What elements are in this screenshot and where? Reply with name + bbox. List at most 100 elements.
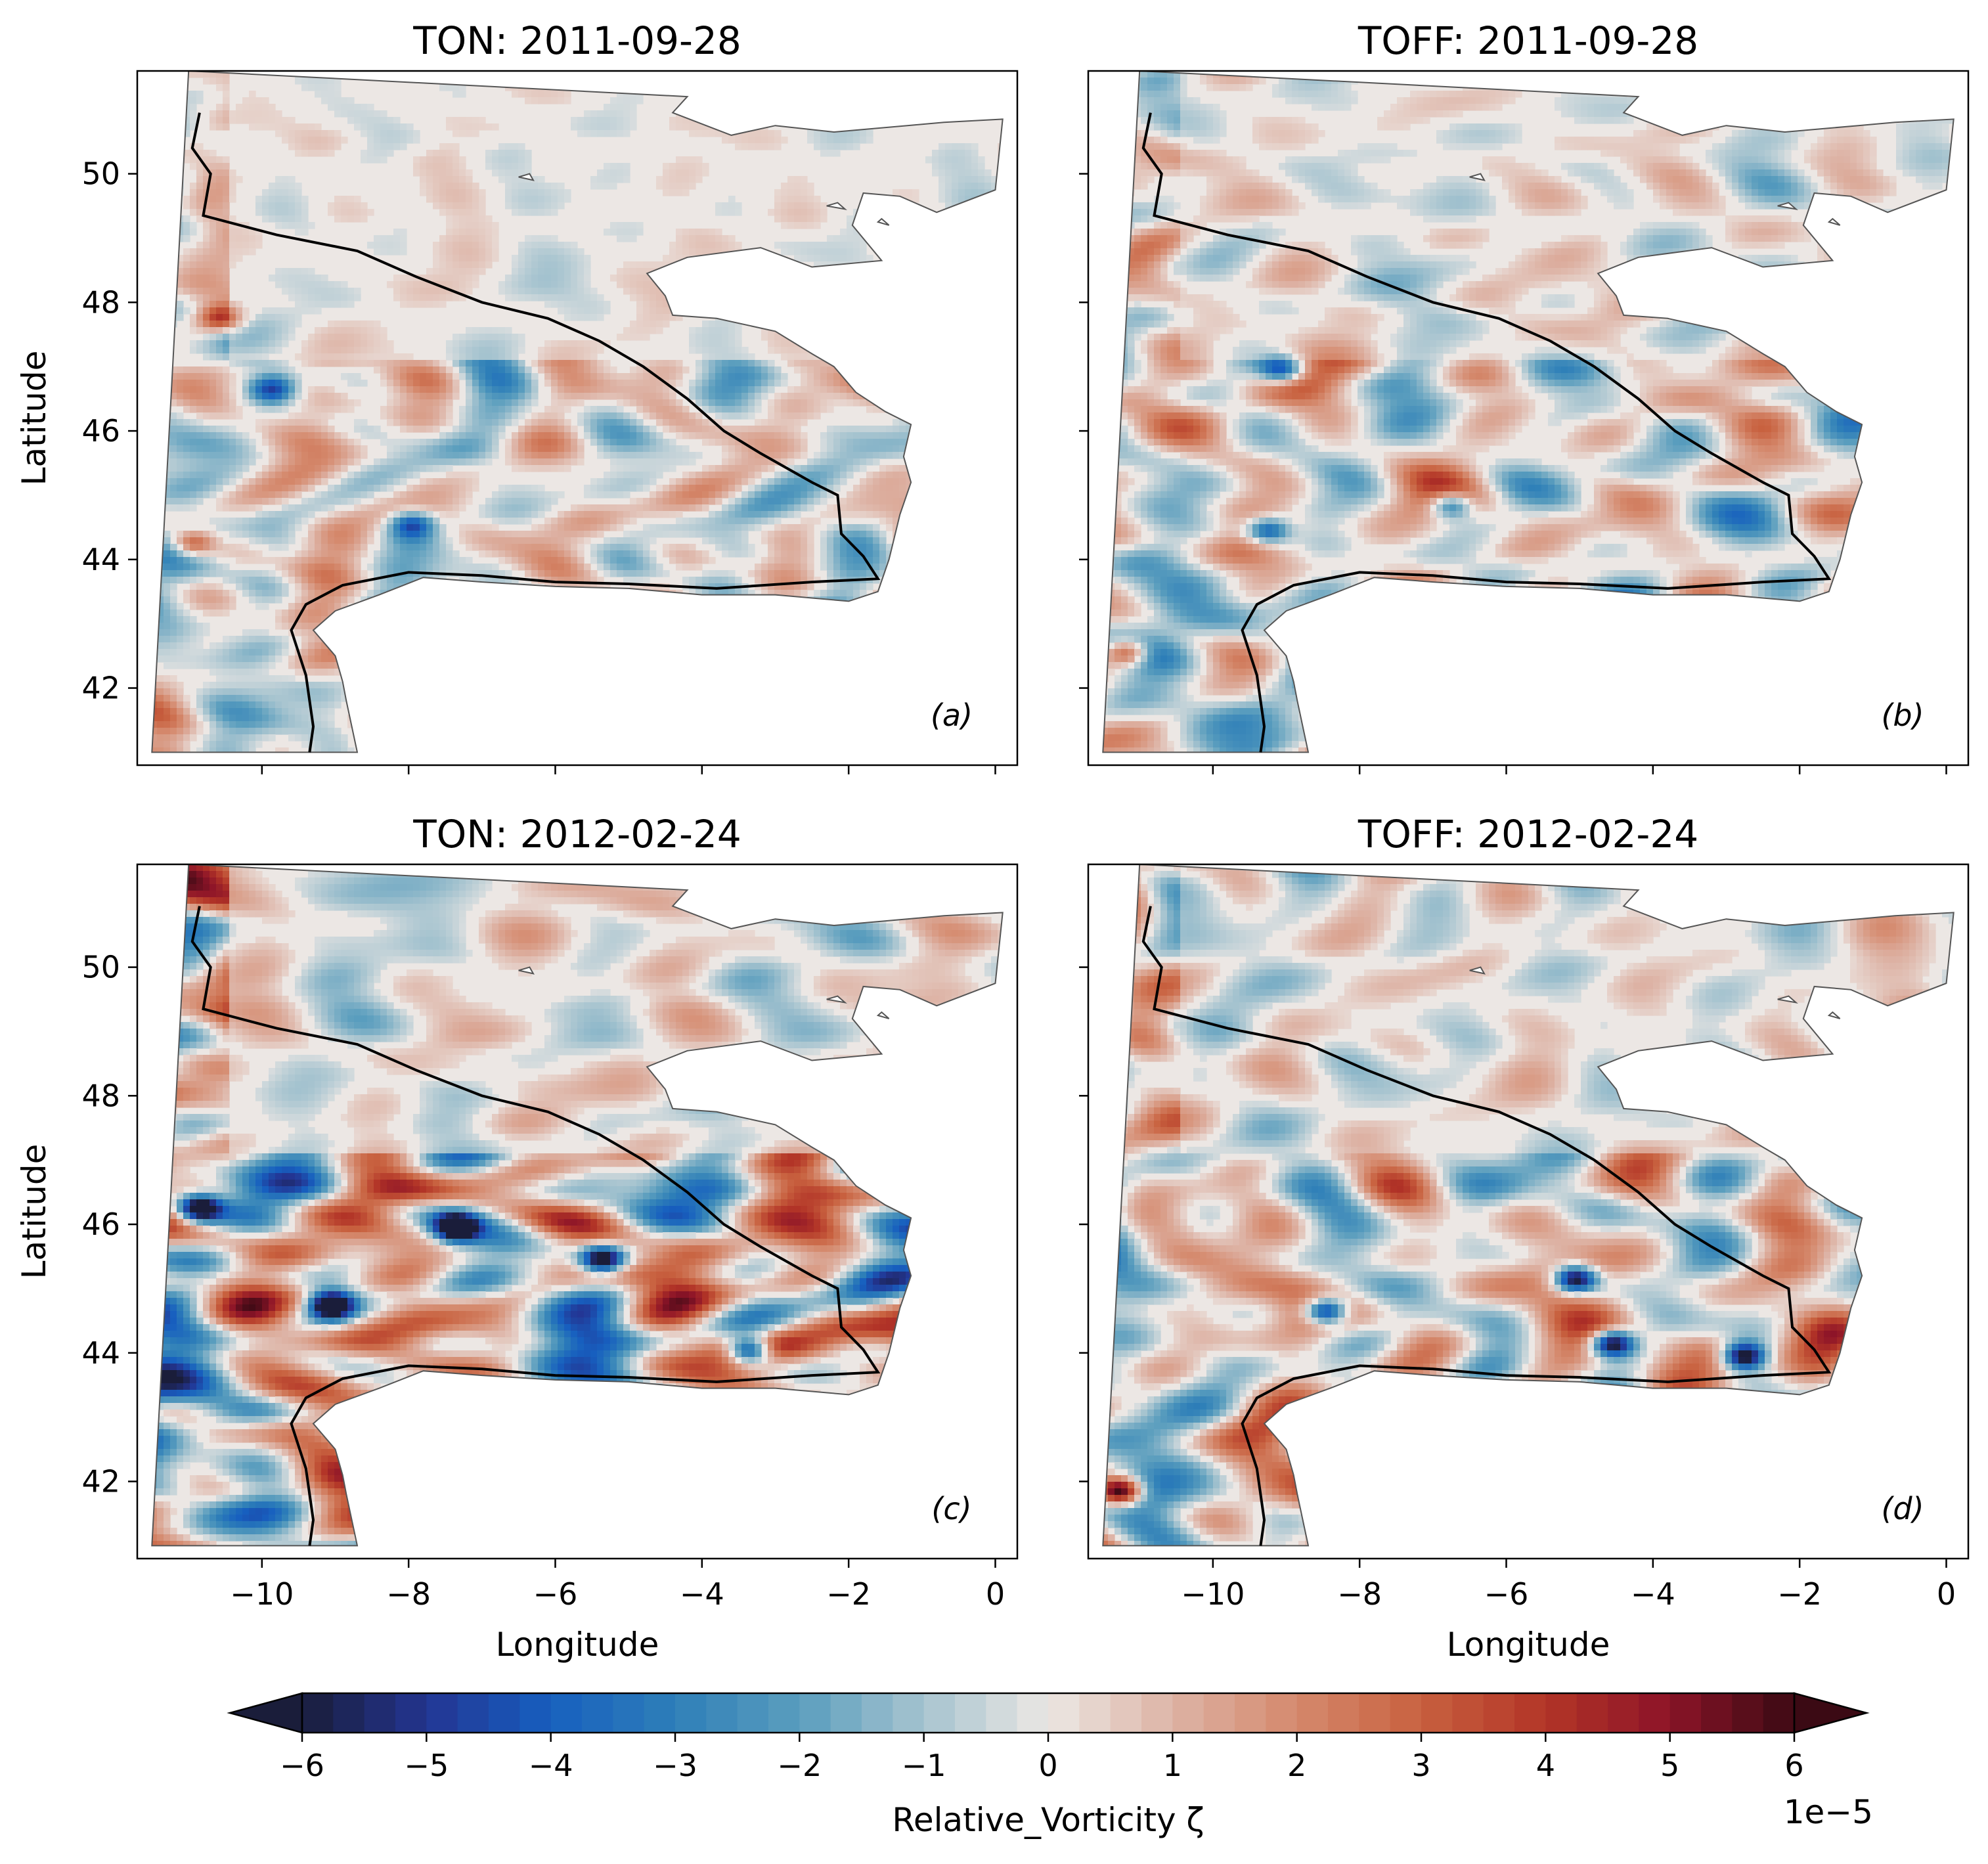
vorticity-cell	[544, 275, 552, 282]
vorticity-cell	[505, 498, 512, 505]
vorticity-cell	[177, 307, 184, 315]
vorticity-cell	[847, 255, 854, 262]
vorticity-cell	[531, 288, 539, 295]
vorticity-cell	[374, 123, 381, 131]
vorticity-cell	[295, 150, 302, 157]
vorticity-cell	[952, 386, 959, 393]
vorticity-cell	[669, 314, 676, 321]
vorticity-cell	[223, 301, 230, 308]
vorticity-cell	[558, 255, 565, 262]
vorticity-cell	[210, 71, 217, 78]
vorticity-cell	[998, 340, 1003, 347]
vorticity-cell	[551, 360, 558, 367]
vorticity-cell	[472, 458, 479, 466]
vorticity-cell	[229, 373, 236, 380]
vorticity-cell	[650, 301, 657, 308]
vorticity-cell	[157, 163, 164, 170]
vorticity-cell	[164, 491, 171, 499]
vorticity-cell	[387, 465, 394, 472]
vorticity-cell	[137, 307, 144, 315]
vorticity-cell	[328, 465, 335, 472]
vorticity-cell	[755, 432, 762, 439]
vorticity-cell	[347, 334, 355, 341]
vorticity-cell	[354, 288, 361, 295]
vorticity-cell	[295, 491, 302, 499]
vorticity-cell	[170, 169, 177, 177]
vorticity-cell	[696, 288, 703, 295]
vorticity-cell	[696, 373, 703, 380]
vorticity-cell	[328, 340, 335, 347]
vorticity-cell	[584, 110, 591, 118]
vorticity-cell	[604, 380, 611, 387]
vorticity-cell	[466, 353, 473, 361]
vorticity-cell	[413, 130, 420, 137]
vorticity-cell	[498, 347, 506, 354]
vorticity-cell	[152, 169, 158, 177]
vorticity-cell	[912, 97, 919, 104]
vorticity-cell	[741, 353, 749, 361]
vorticity-cell	[847, 366, 854, 374]
vorticity-cell	[400, 478, 407, 485]
vorticity-cell	[945, 465, 952, 472]
vorticity-cell	[965, 327, 972, 334]
vorticity-cell	[939, 288, 946, 295]
vorticity-cell	[538, 432, 545, 439]
vorticity-cell	[741, 294, 749, 301]
vorticity-cell	[623, 163, 630, 170]
vorticity-cell	[262, 399, 269, 407]
vorticity-cell	[453, 196, 460, 203]
vorticity-cell	[367, 353, 374, 361]
vorticity-cell	[446, 465, 453, 472]
vorticity-cell	[203, 478, 210, 485]
vorticity-cell	[577, 445, 585, 453]
vorticity-cell	[965, 281, 972, 288]
vorticity-cell	[715, 255, 722, 262]
vorticity-cell	[958, 439, 965, 446]
vorticity-cell	[748, 294, 755, 301]
vorticity-cell	[439, 202, 447, 210]
vorticity-cell	[242, 373, 250, 380]
vorticity-cell	[630, 380, 637, 387]
vorticity-cell	[715, 366, 722, 374]
vorticity-cell	[347, 301, 355, 308]
vorticity-cell	[840, 465, 847, 472]
vorticity-cell	[715, 202, 722, 210]
vorticity-cell	[939, 275, 946, 282]
vorticity-cell	[144, 458, 151, 466]
vorticity-cell	[1004, 353, 1011, 361]
vorticity-cell	[400, 386, 407, 393]
vorticity-cell	[728, 137, 736, 144]
vorticity-cell	[288, 439, 296, 446]
vorticity-cell	[748, 353, 755, 361]
vorticity-cell	[203, 491, 210, 499]
vorticity-cell	[820, 472, 828, 479]
vorticity-cell	[807, 485, 814, 492]
vorticity-cell	[229, 314, 236, 321]
vorticity-cell	[781, 498, 788, 505]
vorticity-cell	[466, 130, 473, 137]
vorticity-cell	[446, 373, 453, 380]
vorticity-cell	[505, 169, 512, 177]
vorticity-cell	[216, 222, 223, 229]
vorticity-cell	[906, 97, 913, 104]
vorticity-cell	[617, 222, 624, 229]
vorticity-cell	[446, 248, 453, 255]
vorticity-cell	[636, 432, 644, 439]
vorticity-cell	[945, 478, 952, 485]
vorticity-cell	[682, 472, 690, 479]
vorticity-cell	[833, 360, 841, 367]
vorticity-cell	[571, 340, 578, 347]
vorticity-cell	[656, 307, 663, 315]
vorticity-cell	[998, 209, 1003, 216]
vorticity-cell	[689, 419, 696, 426]
vorticity-cell	[328, 406, 335, 413]
vorticity-cell	[505, 439, 512, 446]
vorticity-cell	[190, 97, 197, 104]
vorticity-cell	[446, 235, 453, 242]
vorticity-cell	[439, 465, 447, 472]
vorticity-cell	[971, 334, 979, 341]
vorticity-cell	[696, 393, 703, 400]
vorticity-cell	[551, 268, 558, 275]
vorticity-cell	[577, 117, 585, 124]
vorticity-cell	[840, 452, 847, 459]
